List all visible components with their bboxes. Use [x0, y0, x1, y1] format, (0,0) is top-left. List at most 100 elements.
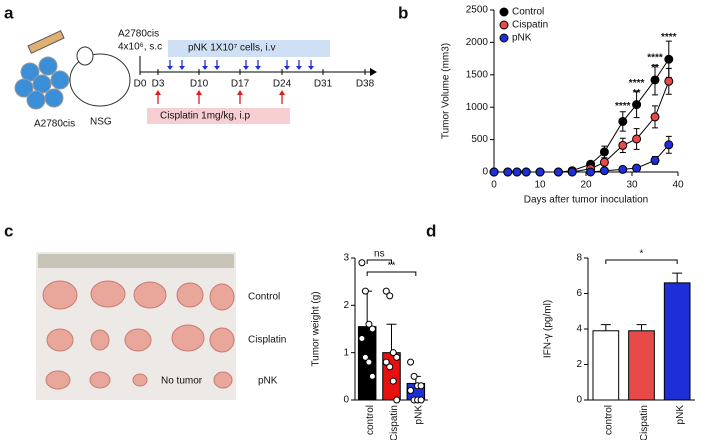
cis-arrowhead: [196, 90, 202, 95]
point: [361, 353, 369, 361]
legend-label: Cispatin: [512, 20, 548, 31]
point: [368, 325, 376, 333]
series-line: [494, 58, 670, 173]
photo: Control Cisplatin pNK No tumor: [36, 252, 286, 400]
y-tick-label: 2000: [466, 37, 489, 48]
point: [650, 75, 660, 85]
cells: [14, 56, 70, 110]
tumors: [42, 280, 235, 390]
point: [618, 140, 628, 150]
y-tick-label: 6: [576, 288, 582, 299]
point: [382, 358, 390, 366]
panel-label: b: [398, 3, 408, 22]
cis-arrowhead: [155, 90, 161, 95]
pnk-box: [168, 40, 330, 57]
point: [512, 167, 522, 177]
legend-label: pNK: [512, 33, 532, 44]
label: pNK 1X10⁷ cells, i.v: [188, 43, 276, 54]
panel-label: d: [426, 221, 436, 240]
y-tick-label: 2: [343, 300, 349, 311]
pnk-arrowhead: [202, 66, 208, 70]
pnk-arrowhead: [284, 66, 290, 70]
y-tick-label: 0: [343, 395, 349, 406]
mouse: [69, 53, 131, 107]
point: [393, 353, 401, 361]
cisplatin-box: [147, 108, 290, 124]
arrowhead: [370, 68, 377, 76]
panel-label: c: [4, 221, 13, 240]
x-tick-label: Cispatin: [389, 405, 400, 440]
day-label: D0: [134, 79, 147, 90]
significance-label: ns: [374, 249, 385, 260]
point: [521, 167, 531, 177]
y-axis-label: IFN-γ (pg/ml): [543, 300, 554, 358]
day-label: D17: [231, 79, 250, 90]
pnk-arrowhead: [167, 66, 173, 70]
y-tick-label: 0: [576, 395, 582, 406]
bar: [663, 282, 691, 401]
y-tick-label: 500: [471, 134, 488, 145]
row-label: pNK: [258, 376, 278, 387]
label: Cisplatin 1mg/kg, i.p: [160, 111, 250, 122]
label: NSG: [90, 117, 112, 128]
point: [361, 287, 369, 295]
annotation: ****: [615, 101, 631, 112]
legend-marker: [499, 33, 509, 43]
y-tick-label: 8: [576, 253, 582, 264]
point: [599, 147, 609, 157]
x-tick-label: pNK: [675, 405, 686, 425]
pnk-arrowhead: [308, 66, 314, 70]
day-label: D24: [273, 79, 292, 90]
x-tick-label: 0: [491, 180, 497, 191]
y-tick-label: 3: [343, 253, 349, 264]
point: [358, 334, 366, 342]
y-tick-label: 4: [576, 324, 582, 335]
schematic: A2780cis 4x10⁶, s.c pNK 1X10⁷ cells, i.v…: [14, 29, 377, 130]
point: [632, 100, 642, 110]
panel-label: a: [4, 3, 14, 22]
legend-marker: [499, 20, 509, 30]
legend-label: Control: [512, 7, 544, 18]
pnk-arrowhead: [296, 66, 302, 70]
row-label: Cisplatin: [248, 335, 286, 346]
x-tick-label: 40: [672, 180, 684, 191]
annotation: **: [633, 88, 641, 99]
legend-marker: [499, 7, 509, 17]
pnk-arrowhead: [179, 66, 185, 70]
point: [586, 167, 596, 177]
error-bar: [672, 272, 683, 283]
day-label: D10: [190, 79, 209, 90]
cis-arrowhead: [237, 90, 243, 95]
series-line: [494, 81, 670, 173]
x-tick-label: control: [603, 405, 614, 435]
point: [365, 320, 373, 328]
point: [632, 134, 642, 144]
point: [358, 259, 366, 267]
significance-bracket: [366, 259, 392, 264]
label: A2780cis: [118, 29, 159, 40]
error-bar: [386, 323, 397, 382]
pnk-arrowhead: [243, 66, 249, 70]
point: [664, 76, 674, 86]
pnk-arrowhead: [214, 66, 220, 70]
point: [386, 363, 394, 371]
point: [410, 372, 418, 380]
point: [535, 167, 545, 177]
point: [365, 358, 373, 366]
point: [567, 167, 577, 177]
point: [386, 292, 394, 300]
syringe: [27, 30, 65, 54]
point: [393, 396, 401, 404]
day-label: D38: [356, 79, 375, 90]
point: [389, 349, 397, 357]
point: [503, 167, 513, 177]
point: [632, 163, 642, 173]
x-tick-label: pNK: [413, 405, 424, 425]
ruler: [38, 254, 234, 268]
row-label: Control: [248, 292, 280, 303]
point: [489, 167, 499, 177]
y-tick-label: 1: [343, 347, 349, 358]
mouse-ear: [76, 46, 94, 66]
significance-label: **: [388, 261, 396, 272]
